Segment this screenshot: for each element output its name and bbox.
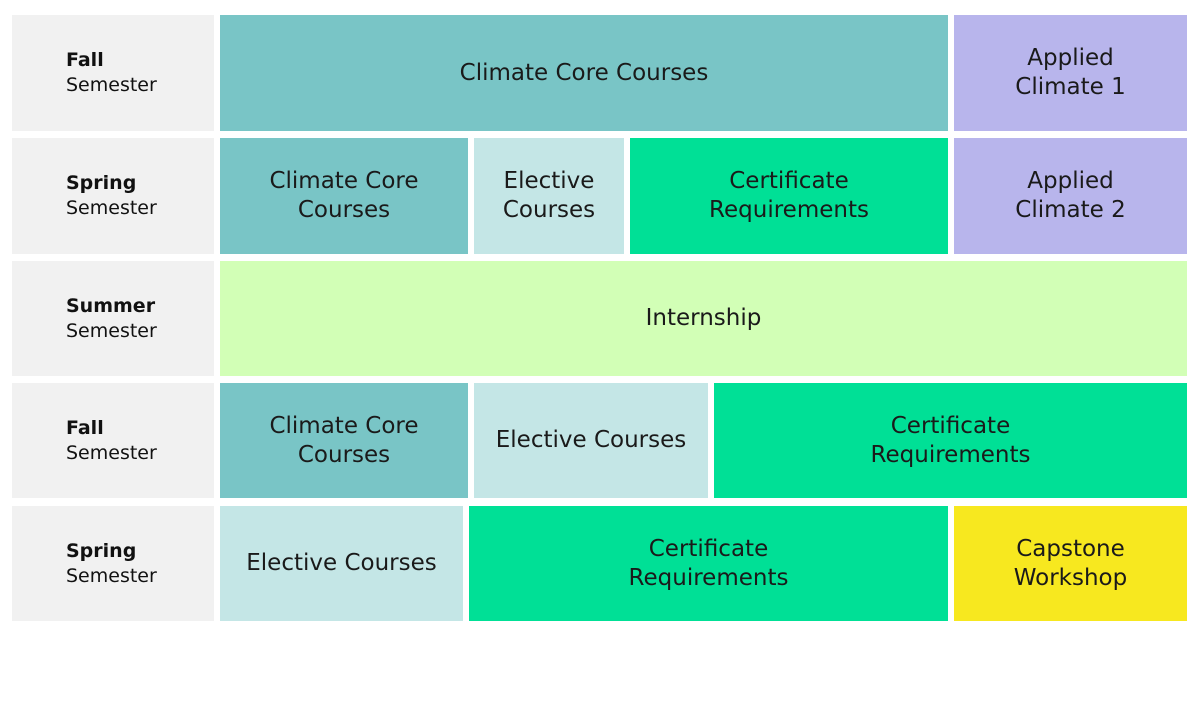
semester-label: Fall Semester [12,15,214,131]
term-name: Spring [66,539,137,562]
course-block-applied: Applied Climate 2 [954,138,1187,254]
course-block-elective: Elective Courses [474,383,708,498]
term-sub: Semester [66,197,157,219]
block-label: Climate Core Courses [269,412,419,468]
block-label: Internship [645,305,762,331]
semester-label: Spring Semester [12,506,214,621]
semester-label: Summer Semester [12,261,214,376]
block-label: Climate Core Courses [459,59,709,86]
block-label: Certificate Requirements [628,535,789,591]
course-block-certificate: Certificate Requirements [630,138,948,254]
course-block-applied: Applied Climate 1 [954,15,1187,131]
course-block-capstone: Capstone Workshop [954,506,1187,621]
term-name: Summer [66,294,156,317]
course-block-elective: Elective Courses [474,138,624,254]
semester-label: Fall Semester [12,383,214,498]
block-label: Elective Courses [502,168,596,223]
course-block-core: Climate Core Courses [220,383,468,498]
course-block-certificate: Certificate Requirements [714,383,1187,498]
course-block-core: Climate Core Courses [220,15,948,131]
block-label: Applied Climate 1 [1015,45,1126,100]
block-label: Certificate Requirements [870,412,1031,468]
block-label: Certificate Requirements [709,168,869,223]
block-label: Elective Courses [246,550,437,576]
course-block-certificate: Certificate Requirements [469,506,948,621]
term-sub: Semester [66,319,157,342]
block-label: Applied Climate 2 [1015,168,1126,223]
block-label: Climate Core Courses [269,168,419,223]
term-sub: Semester [66,441,157,464]
course-block-core: Climate Core Courses [220,138,468,254]
course-block-internship: Internship [220,261,1187,376]
term-name: Spring [66,172,137,194]
term-sub: Semester [66,74,157,96]
course-block-elective: Elective Courses [220,506,463,621]
term-name: Fall [66,416,104,439]
block-label: Capstone Workshop [1013,535,1128,591]
term-name: Fall [66,49,104,71]
semester-label: Spring Semester [12,138,214,254]
block-label: Elective Courses [495,427,687,453]
term-sub: Semester [66,564,157,587]
